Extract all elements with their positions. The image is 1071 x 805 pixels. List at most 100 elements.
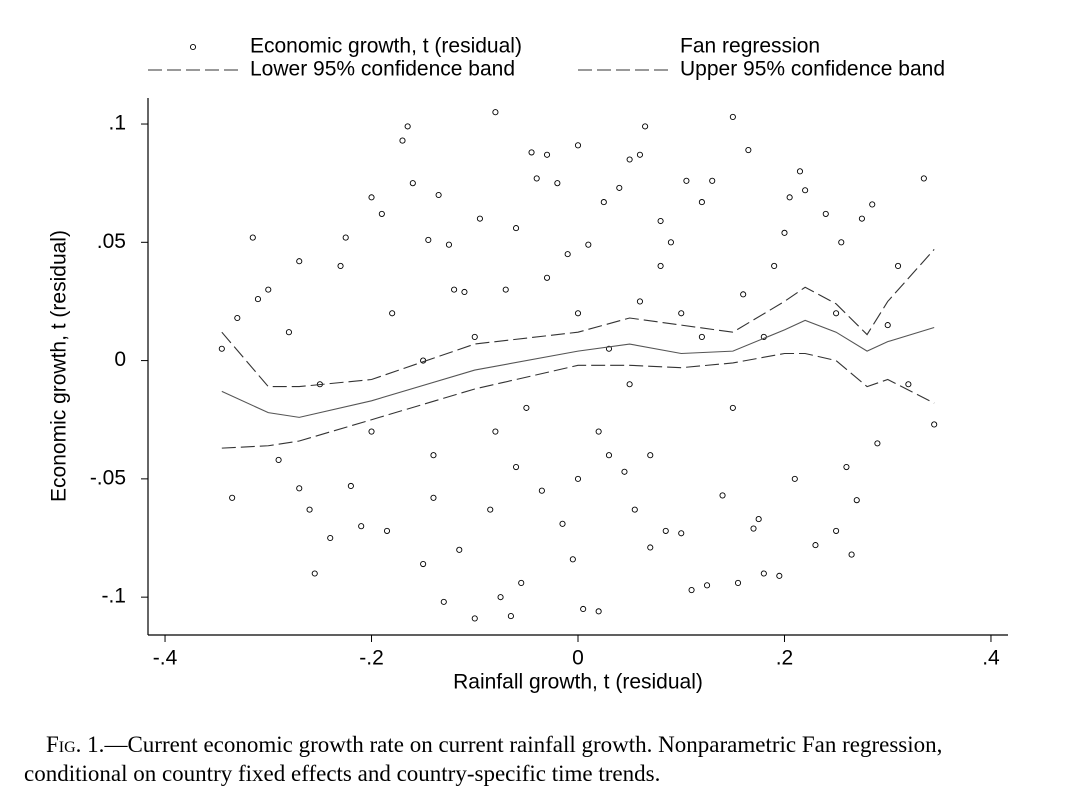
scatter-point [389, 310, 396, 317]
legend-label: Fan regression [680, 35, 820, 58]
scatter-point [755, 516, 762, 523]
y-tick-label: .05 [97, 230, 126, 253]
scatter-point [476, 215, 483, 222]
scatter-point [456, 546, 463, 553]
scatter-point [358, 523, 365, 530]
scatter-point [605, 452, 613, 459]
scatter-point [667, 239, 674, 246]
scatter-point [327, 534, 334, 542]
x-axis-label: Rainfall growth, t (residual) [453, 671, 703, 694]
scatter-point [569, 556, 576, 563]
scatter-point [218, 345, 225, 352]
scatter-point [833, 310, 840, 317]
scatter-point [894, 262, 902, 270]
scatter-point [574, 142, 582, 149]
scatter-point [492, 428, 499, 435]
scatter-point [492, 109, 499, 116]
scatter-point [435, 191, 442, 199]
scatter-point [347, 482, 354, 490]
scatter-point [523, 404, 530, 411]
scatter-point [853, 497, 860, 504]
line [221, 319, 935, 418]
y-tick-label: -.05 [90, 466, 126, 489]
scatter-point [296, 258, 303, 265]
scatter-point [409, 180, 416, 187]
scatter-point [430, 452, 437, 459]
scatter-point [487, 506, 494, 513]
caption: Fig. 1.—Current economic growth rate on … [24, 730, 1034, 788]
scatter-point [709, 177, 716, 184]
scatter-point [657, 262, 664, 270]
scatter-point [781, 229, 788, 236]
scatter-point [399, 137, 406, 144]
scatter-point [698, 199, 705, 206]
scatter-point [285, 329, 292, 336]
scatter-point [642, 123, 649, 130]
scatter-point [776, 572, 783, 579]
scatter-point [461, 288, 468, 296]
scatter-point [513, 225, 520, 232]
scatter-point [296, 485, 303, 492]
scatter-point [869, 201, 876, 208]
scatter-point [874, 440, 881, 447]
scatter-point [729, 113, 736, 120]
scatter-point [812, 542, 819, 549]
scatter-point [554, 180, 561, 187]
scatter-point [425, 236, 432, 243]
scatter-point [383, 527, 391, 534]
scatter-point [734, 579, 742, 587]
scatter-point [249, 234, 256, 241]
scatter-point [471, 333, 478, 340]
caption-label: Fig. 1. [46, 732, 105, 757]
scatter-point [647, 544, 654, 551]
scatter-point [337, 262, 344, 270]
scatter-point [471, 615, 478, 622]
y-tick-label: 0 [114, 348, 126, 371]
x-tick-label: .4 [982, 647, 1000, 670]
scatter-point [858, 215, 865, 222]
scatter-point [306, 506, 313, 513]
y-axis-label: Economic growth, t (residual) [48, 230, 71, 502]
scatter-point [254, 296, 262, 303]
x-tick-label: -.2 [359, 647, 384, 670]
scatter-point [683, 177, 690, 184]
scatter-point [440, 598, 447, 605]
scatter-point [626, 156, 633, 163]
scatter-point [234, 314, 241, 322]
scatter-point [704, 582, 711, 589]
scatter-point [698, 333, 705, 340]
scatter-point [378, 210, 385, 217]
legend-label: Lower 95% confidence band [250, 58, 515, 81]
scatter-point [678, 530, 685, 537]
scatter-point [626, 381, 633, 388]
scatter-point [920, 175, 927, 182]
scatter-point [616, 184, 623, 191]
scatter-point [585, 241, 592, 248]
scatter-point [574, 475, 582, 482]
scatter-point [750, 525, 757, 532]
scatter-point [647, 452, 654, 459]
scatter-point [574, 310, 582, 317]
scatter-point [931, 421, 938, 428]
scatter-point [838, 239, 845, 246]
scatter-point [905, 381, 912, 388]
scatter-point [368, 194, 375, 201]
legend-label: Economic growth, t (residual) [250, 35, 522, 58]
scatter-point [445, 241, 452, 248]
scatter-point [265, 286, 272, 293]
legend-label: Upper 95% confidence band [680, 58, 945, 81]
y-tick-label: .1 [108, 112, 126, 135]
scatter-point [678, 310, 685, 317]
scatter-point [451, 286, 458, 293]
scatter-point [662, 527, 669, 534]
line [221, 352, 935, 449]
scatter-point [688, 587, 695, 594]
scatter-point [518, 579, 525, 587]
scatter-point [543, 151, 551, 158]
y-tick-label: -.1 [101, 585, 126, 608]
scatter-point [229, 494, 236, 501]
scatter-point [791, 475, 798, 482]
scatter-point [564, 251, 571, 258]
scatter-point [822, 210, 829, 217]
